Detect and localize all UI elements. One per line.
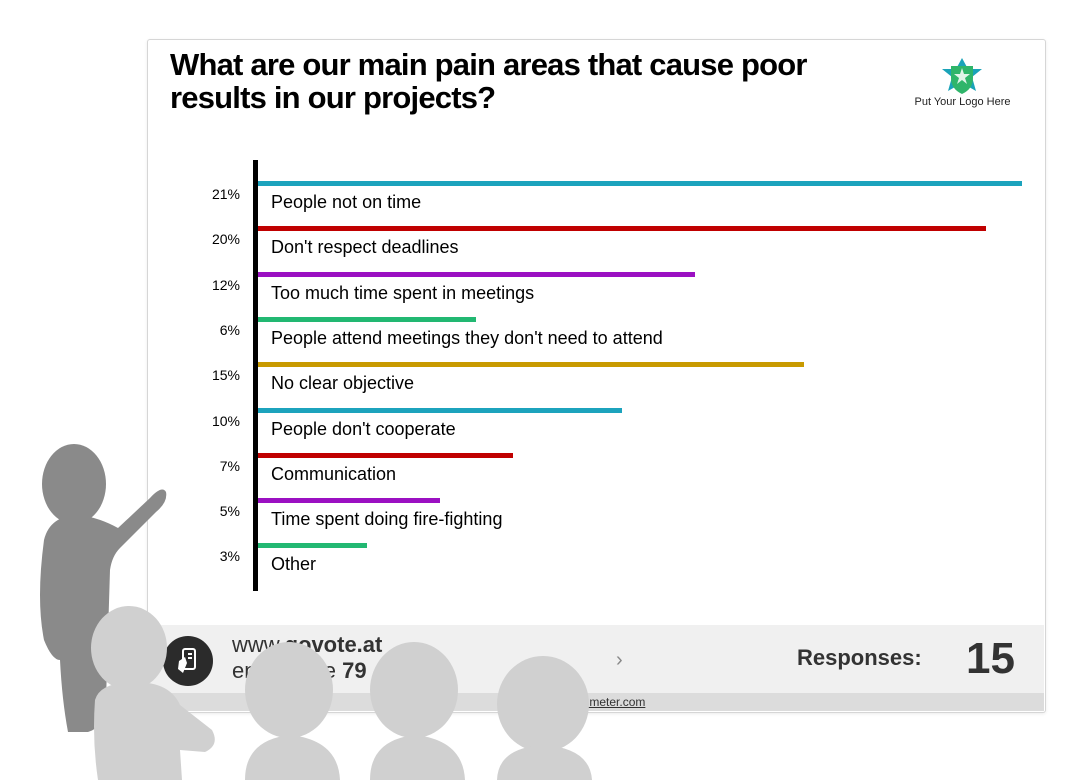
chart-axis	[253, 160, 258, 591]
bar-value-label: 15%	[211, 367, 240, 384]
bar-value-label: 21%	[211, 186, 240, 202]
bar-category-label: Time spent doing fire-fighting	[271, 509, 503, 530]
bar	[258, 316, 476, 322]
url-prefix: www.	[232, 632, 285, 657]
bar-category-label: Too much time spent in meetings	[271, 282, 535, 303]
bar-category-label: People attend meetings they don't need t…	[271, 327, 663, 348]
bar	[258, 498, 440, 504]
bar	[258, 452, 513, 458]
logo: Put Your Logo Here	[905, 56, 1020, 116]
responses-count: 15	[966, 634, 1015, 683]
bar	[258, 543, 367, 549]
chevron-right-icon[interactable]: ›	[616, 649, 623, 671]
bar	[258, 362, 804, 368]
bar-category-label: People not on time	[271, 192, 422, 212]
credit-link[interactable]: mentimeter.com	[560, 695, 646, 709]
url-main: govote.at	[284, 632, 383, 657]
vote-url[interactable]: www.govote.at	[232, 632, 382, 658]
shield-star-icon	[942, 58, 982, 94]
bar-value-label: 5%	[219, 503, 240, 520]
bar	[258, 226, 986, 232]
responses-label: Responses:	[797, 645, 922, 670]
bar-value-label: 20%	[211, 231, 240, 248]
bar	[258, 181, 1022, 186]
phone-vote-icon	[163, 636, 213, 686]
bar-category-label: No clear objective	[271, 373, 415, 394]
bar-category-label: People don't cooperate	[271, 418, 456, 439]
code-label: enter code	[232, 658, 336, 683]
slide-title: What are our main pain areas that cause …	[170, 47, 807, 115]
bar-category-label: Communication	[271, 463, 397, 484]
bar-value-label: 10%	[211, 412, 240, 429]
code-value: 79	[342, 658, 367, 683]
bar-category-label: Don't respect deadlines	[271, 237, 459, 258]
slide-card	[147, 39, 1046, 713]
bar	[258, 271, 695, 277]
bar-value-label: 6%	[219, 321, 240, 338]
bar-value-label: 7%	[219, 457, 240, 474]
bar	[258, 407, 622, 413]
vote-code: enter code 79	[232, 658, 367, 684]
bar-value-label: 3%	[219, 548, 240, 565]
bar-value-label: 12%	[211, 276, 240, 293]
logo-text: Put Your Logo Here	[914, 96, 1011, 108]
bar-category-label: Other	[271, 554, 317, 575]
